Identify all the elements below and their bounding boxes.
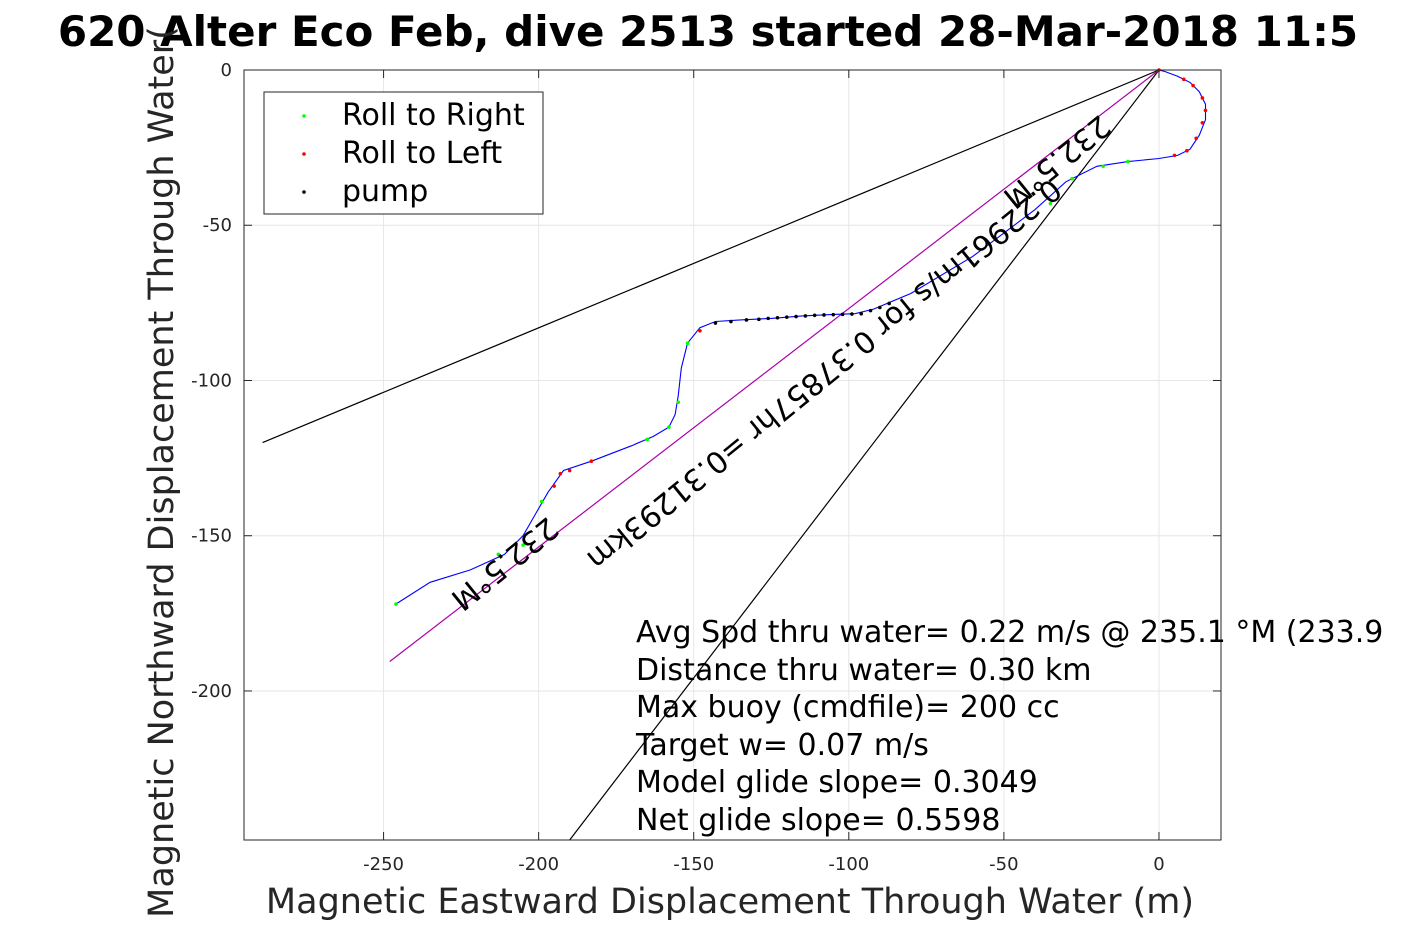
roll-left-marker xyxy=(698,329,702,333)
track-line xyxy=(395,69,1207,605)
roll-left-marker xyxy=(1194,136,1198,141)
stat-max-buoy: Max buoy (cmdfile)= 200 cc xyxy=(636,690,1060,725)
pump-marker xyxy=(887,301,891,306)
y-axis-label: Magnetic Northward Displacement Through … xyxy=(142,26,182,918)
x-tick-label: -100 xyxy=(828,854,869,875)
roll-right-marker xyxy=(1048,201,1053,206)
pump-marker xyxy=(878,305,882,310)
legend: Roll to Right Roll to Left pump xyxy=(263,91,544,215)
legend-marker-roll-right xyxy=(302,114,306,118)
roll-left-marker xyxy=(1185,148,1189,153)
x-tick-label: 0 xyxy=(1153,854,1164,875)
y-tick-label: -150 xyxy=(191,526,232,547)
roll-right-marker xyxy=(394,602,398,606)
roll-left-marker xyxy=(589,459,594,464)
stat-net-glide-slope: Net glide slope= 0.5598 xyxy=(636,803,1000,838)
roll-left-marker xyxy=(1191,83,1195,88)
grid xyxy=(244,69,1221,840)
stat-target-w: Target w= 0.07 m/s xyxy=(635,728,929,763)
y-tick-label: -200 xyxy=(191,681,232,702)
roll-left-marker xyxy=(558,471,563,476)
stat-distance: Distance thru water= 0.30 km xyxy=(636,653,1091,688)
reference-line xyxy=(569,69,1160,841)
roll-right-marker xyxy=(1070,176,1074,181)
pump-marker xyxy=(822,313,826,317)
roll-right-marker xyxy=(685,341,690,346)
roll-left-marker xyxy=(552,484,556,488)
axis-ticks: -250 -200 -150 -100 -50 0 0 -50 -100 -150 -200 xyxy=(191,60,1221,875)
pump-marker xyxy=(868,308,873,313)
roll-right-marker xyxy=(539,499,544,504)
pump-marker xyxy=(757,317,761,322)
plot-frame xyxy=(243,69,1222,841)
x-tick-label: -250 xyxy=(363,854,404,875)
x-tick-label: -50 xyxy=(989,854,1018,875)
legend-box xyxy=(263,91,544,215)
reference-line xyxy=(389,69,1160,662)
roll-right-marker xyxy=(676,400,681,405)
pump-marker xyxy=(850,312,854,316)
roll-right-marker xyxy=(496,552,501,557)
roll-right-marker xyxy=(1101,164,1105,169)
reference-line xyxy=(262,69,1160,444)
roll-right-marker xyxy=(645,437,650,442)
pump-marker xyxy=(831,312,836,317)
x-tick-label: -200 xyxy=(518,854,559,875)
pump-marker xyxy=(784,315,789,319)
pump-marker xyxy=(840,312,845,317)
pump-marker xyxy=(803,314,808,318)
legend-marker-pump xyxy=(302,190,306,194)
roll-left-marker xyxy=(567,468,572,473)
stats-block: Avg Spd thru water= 0.22 m/s @ 235.1 °M … xyxy=(635,615,1383,838)
roll-left-marker xyxy=(1181,77,1186,82)
pump-marker xyxy=(794,314,798,319)
stat-model-glide-slope: Model glide slope= 0.3049 xyxy=(636,765,1038,800)
pump-marker xyxy=(713,321,718,325)
markers-group xyxy=(394,68,1208,606)
pump-marker xyxy=(812,313,817,318)
y-tick-label: -100 xyxy=(191,370,232,391)
pump-marker xyxy=(775,315,780,320)
legend-label-pump: pump xyxy=(342,174,428,209)
roll-left-marker xyxy=(1200,96,1205,100)
pump-marker xyxy=(744,318,749,322)
reference-lines xyxy=(262,69,1160,841)
x-tick-label: -150 xyxy=(673,854,714,875)
pump-marker xyxy=(729,319,733,324)
legend-marker-roll-left xyxy=(302,152,306,156)
roll-left-marker xyxy=(1203,108,1208,113)
y-tick-label: -50 xyxy=(203,215,232,236)
roll-right-marker xyxy=(1126,159,1130,164)
pump-marker xyxy=(766,316,770,321)
roll-left-marker xyxy=(1200,120,1205,125)
roll-right-marker xyxy=(521,543,525,547)
roll-left-marker xyxy=(1172,153,1177,158)
x-axis-label: Magnetic Eastward Displacement Through W… xyxy=(266,882,1194,922)
pump-marker xyxy=(859,311,864,316)
y-tick-label: 0 xyxy=(221,60,232,81)
chart-title: 620 Alter Eco Feb, dive 2513 started 28-… xyxy=(58,7,1358,56)
roll-right-marker xyxy=(667,425,671,429)
legend-label-roll-left: Roll to Left xyxy=(342,136,502,171)
legend-label-roll-right: Roll to Right xyxy=(342,98,525,133)
track-group xyxy=(395,69,1207,605)
stat-avg-speed: Avg Spd thru water= 0.22 m/s @ 235.1 °M … xyxy=(636,615,1383,650)
